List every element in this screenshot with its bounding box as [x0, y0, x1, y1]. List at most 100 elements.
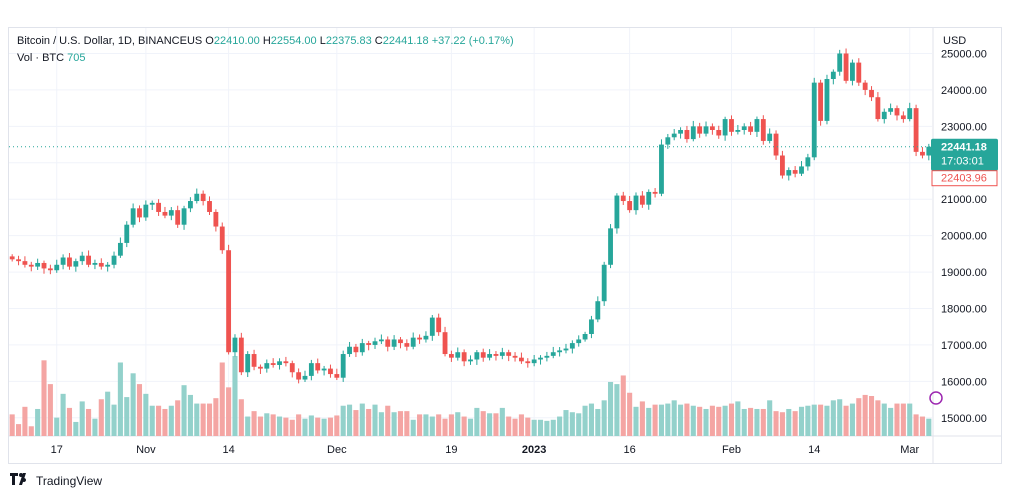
volume-bar [550, 419, 556, 436]
x-tick-label: Dec [327, 444, 347, 456]
candle-body [468, 359, 473, 362]
volume-bar [410, 419, 416, 436]
candle-body [881, 111, 887, 120]
volume-bar [143, 393, 149, 436]
candle-body [818, 82, 824, 121]
volume-bar [748, 407, 754, 436]
volume-bar [347, 404, 353, 436]
x-tick-label: Nov [136, 444, 156, 456]
volume-bar [913, 414, 919, 436]
volume-bar [378, 412, 384, 436]
y-tick-label: 15000.00 [941, 413, 987, 425]
volume-bar [563, 410, 569, 436]
candle-body [67, 257, 72, 267]
change-value: +37.22 (+0.17%) [431, 35, 514, 47]
volume-bar [156, 405, 162, 436]
candle-body [302, 375, 308, 380]
candle-body [487, 354, 493, 358]
candle-body [296, 372, 302, 380]
volume-bar [493, 413, 499, 436]
y-tick-label: 19000.00 [941, 267, 987, 279]
volume-bar [86, 408, 92, 436]
candle-body [792, 170, 798, 174]
candle-body [149, 202, 155, 205]
candle-body [9, 256, 15, 260]
volume-bar [213, 398, 219, 436]
volume-bar [894, 403, 900, 436]
volume-bar [678, 404, 684, 436]
alert-marker-icon [929, 391, 943, 405]
volume-bar [856, 398, 862, 436]
x-tick-label: 16 [624, 444, 636, 456]
ohlc-legend: Bitcoin / U.S. Dollar, 1D, BINANCEUS O22… [17, 35, 514, 47]
candle-body [767, 133, 773, 141]
volume-bar [773, 411, 779, 436]
candle-body [563, 348, 569, 351]
candle-body [869, 89, 874, 98]
candle-body [455, 352, 461, 358]
volume-bar [531, 419, 537, 436]
volume-bar [359, 403, 365, 436]
volume-bar [436, 414, 442, 436]
volume-bar [315, 417, 321, 436]
volume-bar [54, 417, 60, 436]
volume-bar [98, 399, 104, 436]
candle-body [226, 250, 232, 353]
candle-body [143, 204, 149, 218]
candle-body [219, 226, 225, 251]
candle-body [805, 157, 811, 167]
candle-body [289, 363, 295, 373]
candle-body [200, 193, 206, 202]
volume-bar [16, 424, 22, 436]
candle-body [436, 317, 442, 333]
candle-body [162, 211, 168, 216]
candle-body [22, 261, 28, 265]
volume-bar [576, 413, 582, 436]
candle-body [850, 62, 855, 81]
candle-body [569, 343, 575, 349]
candle-body [665, 137, 671, 145]
candle-body [417, 337, 422, 340]
volume-bar [385, 405, 391, 436]
volume-bar [582, 405, 588, 436]
volume-bar [448, 414, 454, 436]
tradingview-brand[interactable]: TradingView [36, 473, 103, 488]
volume-bar [487, 413, 493, 436]
volume-bar [251, 411, 257, 436]
volume-bar [245, 416, 251, 436]
candle-body [512, 355, 518, 358]
candle-body [754, 119, 760, 132]
x-tick-label: Feb [722, 444, 741, 456]
volume-bar [124, 397, 130, 436]
candle-body [550, 352, 556, 356]
candle-body [678, 130, 683, 134]
candle-body [378, 339, 384, 342]
candle-body [862, 82, 868, 90]
candle-body [124, 224, 130, 243]
volume-bar [302, 418, 308, 436]
candle-body [168, 210, 174, 216]
volume-bar [372, 404, 378, 436]
volume-bar [620, 375, 626, 436]
candlestick-chart[interactable]: 15000.00 16000.00 17000.00 18000.00 19000.00… [0, 0, 1012, 470]
volume-bar [117, 362, 123, 436]
volume-bar [499, 407, 505, 436]
candle-body [926, 146, 932, 156]
candle-body [79, 255, 85, 262]
volume-bar [518, 414, 524, 436]
volume-bar [9, 414, 15, 436]
candle-body [843, 53, 849, 81]
candle-body [703, 126, 709, 134]
volume-bar [875, 400, 881, 436]
volume-bar [66, 407, 73, 436]
volume-bar [811, 404, 817, 436]
candle-body [920, 151, 925, 156]
y-tick-label: 16000.00 [941, 376, 987, 388]
high-value: 22554.00 [270, 35, 317, 47]
tradingview-logo-icon [10, 473, 30, 488]
candle-body [907, 108, 913, 120]
candle-body [137, 208, 142, 218]
volume-bar [601, 400, 607, 436]
volume-bar [926, 418, 932, 436]
candle-body [385, 339, 391, 347]
